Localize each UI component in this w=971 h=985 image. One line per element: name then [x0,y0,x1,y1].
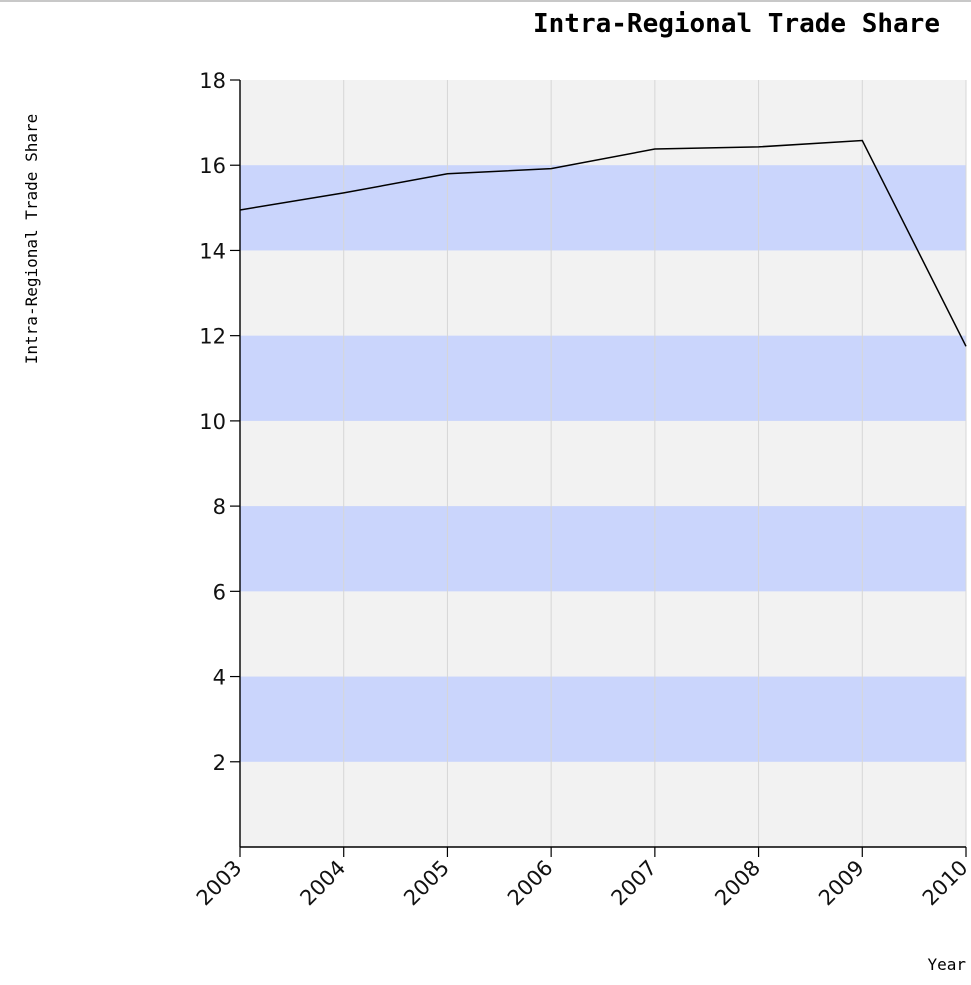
x-tick-label-2003: 2003 [192,856,247,911]
x-axis-label: Year [927,955,966,974]
y-tick-label-4: 4 [213,666,226,690]
x-tick-label-2009: 2009 [814,856,869,911]
y-tick-label-18: 18 [199,69,226,93]
x-tick-label-2010: 2010 [918,856,971,911]
top-border [0,0,971,2]
band-2-4 [240,677,966,762]
x-tick-label-2007: 2007 [607,856,662,911]
y-axis-label: Intra-Regional Trade Share [22,114,41,364]
x-tick-label-2008: 2008 [710,856,765,911]
background-bands [240,80,966,847]
y-tick-label-10: 10 [199,410,226,434]
x-tick-label-2005: 2005 [399,856,454,911]
chart-title: Intra-Regional Trade Share [533,9,940,39]
y-tick-label-16: 16 [199,154,226,178]
y-tick-label-14: 14 [199,239,226,263]
band-14-16 [240,165,966,250]
y-tick-label-12: 12 [199,325,226,349]
x-tick-label-2006: 2006 [503,856,558,911]
y-tick-label-2: 2 [213,751,226,775]
x-tick-label-2004: 2004 [295,856,350,911]
y-tick-label-6: 6 [213,580,226,604]
band-6-8 [240,506,966,591]
y-tick-label-8: 8 [213,495,226,519]
band-10-12 [240,336,966,421]
